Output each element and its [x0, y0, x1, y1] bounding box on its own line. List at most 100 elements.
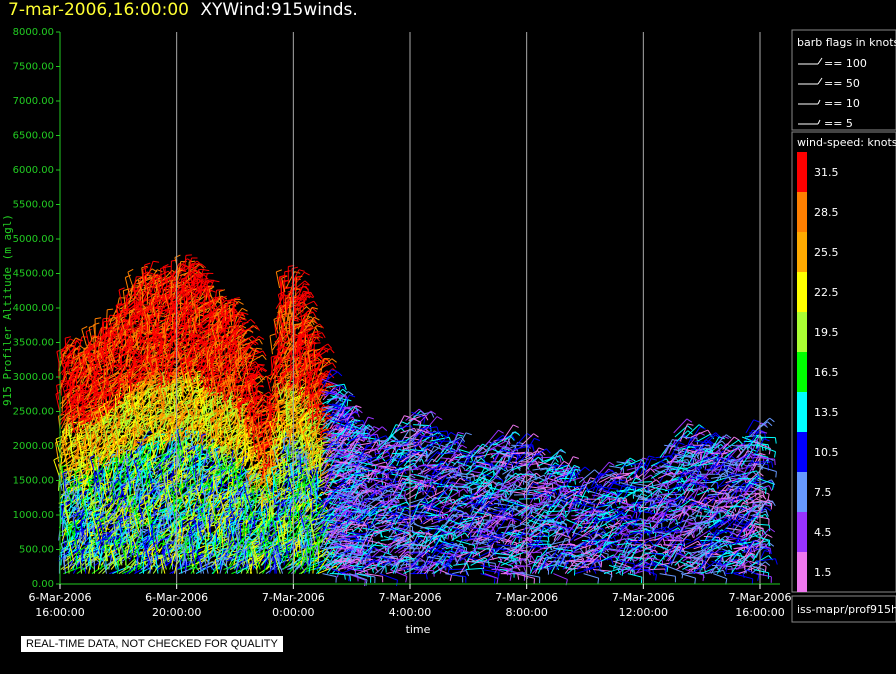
wind-barb	[64, 484, 71, 500]
wind-barb-flag	[65, 336, 72, 339]
chart-header: 7-mar-2006,16:00:00 XYWind:915winds.	[8, 0, 358, 20]
wind-barb-flag	[121, 474, 128, 476]
wind-barb	[66, 489, 73, 504]
wind-barb-flag	[68, 344, 75, 349]
wind-barb	[60, 414, 69, 430]
wind-barb	[65, 471, 80, 479]
wind-barb	[61, 434, 69, 454]
wind-barb-flag	[76, 398, 83, 403]
wind-barb-flag	[76, 482, 83, 485]
wind-barb-flag	[74, 490, 81, 494]
wind-barb-flag	[156, 269, 163, 273]
wind-barb-flag	[70, 436, 77, 440]
wind-barb	[68, 542, 75, 562]
wind-barb	[55, 393, 61, 413]
wind-barb	[118, 289, 123, 305]
wind-barb	[81, 328, 87, 347]
wind-barb-flag	[65, 456, 72, 461]
wind-barb	[61, 384, 69, 405]
wind-barb	[76, 401, 83, 417]
wind-barb	[68, 347, 74, 363]
wind-barb	[79, 502, 87, 516]
wind-barb	[56, 385, 60, 400]
wind-barb	[60, 351, 67, 367]
wind-barb-flag	[102, 317, 110, 320]
wind-barb	[107, 410, 109, 425]
wind-barb	[63, 502, 70, 520]
wind-barb	[67, 471, 72, 487]
wind-barb	[74, 472, 82, 492]
wind-barb	[70, 393, 77, 409]
wind-barb	[127, 271, 134, 289]
wind-barb-flag	[78, 437, 85, 440]
wind-barb-flag	[186, 557, 193, 560]
wind-barb-flag	[74, 469, 81, 473]
wind-barb-flag	[69, 539, 75, 543]
wind-barb	[75, 369, 78, 388]
wind-barb	[123, 462, 126, 479]
wind-barb	[64, 338, 67, 355]
wind-barb	[77, 353, 83, 371]
wind-barb	[90, 402, 92, 421]
wind-barb	[75, 436, 79, 454]
wind-barb	[79, 376, 82, 396]
wind-barb	[73, 516, 78, 537]
wind-barb	[79, 555, 82, 574]
wind-barb	[67, 556, 70, 574]
wind-barb	[62, 473, 66, 491]
wind-barb-flag	[107, 308, 114, 311]
wind-barb	[68, 369, 75, 388]
wind-barb	[63, 566, 83, 575]
wind-barb-flag	[78, 351, 85, 355]
wind-barb	[93, 553, 95, 570]
wind-barb-flag	[118, 287, 125, 291]
wind-barb-flag	[144, 262, 151, 266]
header-date: 7-mar-2006,16:00:00	[8, 0, 189, 20]
wind-barb	[76, 392, 81, 413]
wind-barb-flag	[64, 499, 70, 503]
wind-barb	[75, 538, 80, 558]
wind-barb-flag	[189, 260, 196, 263]
wind-barb	[64, 507, 70, 525]
wind-barb	[184, 538, 186, 558]
wind-barb-flag	[77, 340, 82, 347]
wind-barb	[77, 437, 83, 454]
wind-barb-flag	[127, 268, 134, 273]
wind-barb-flag	[78, 435, 85, 439]
wind-barb	[72, 355, 76, 375]
wind-barb-flag	[61, 540, 67, 545]
wind-barb	[68, 384, 75, 400]
wind-barb	[115, 394, 117, 413]
wind-barb	[77, 490, 82, 508]
wind-barb	[160, 336, 162, 351]
wind-barb	[67, 394, 72, 413]
wind-barb	[69, 438, 73, 458]
wind-barb	[61, 431, 68, 446]
wind-barb	[61, 396, 64, 413]
wind-barb	[75, 501, 78, 516]
wind-barb-flag	[174, 254, 181, 258]
wind-barb	[77, 443, 80, 458]
wind-barb-flag	[78, 419, 85, 424]
wind-barb	[60, 454, 63, 471]
wind-barb	[73, 514, 80, 533]
wind-barb	[81, 542, 88, 558]
wind-barb	[60, 505, 65, 520]
wind-barb	[184, 255, 187, 272]
wind-barb	[77, 406, 82, 425]
wind-barb	[66, 460, 84, 467]
wind-barb	[60, 340, 78, 351]
wind-barb	[72, 379, 78, 396]
wind-barb-flag	[85, 328, 92, 333]
wind-barb-flag	[67, 486, 73, 491]
wind-barb	[68, 532, 78, 545]
wind-barb-flag	[64, 481, 71, 486]
header-title: XYWind:915winds.	[200, 0, 358, 20]
wind-barb	[61, 526, 68, 541]
wind-barb	[60, 543, 67, 562]
wind-barb	[68, 533, 74, 554]
wind-barb	[67, 345, 80, 359]
wind-barb	[72, 509, 75, 529]
wind-barb	[189, 479, 191, 496]
